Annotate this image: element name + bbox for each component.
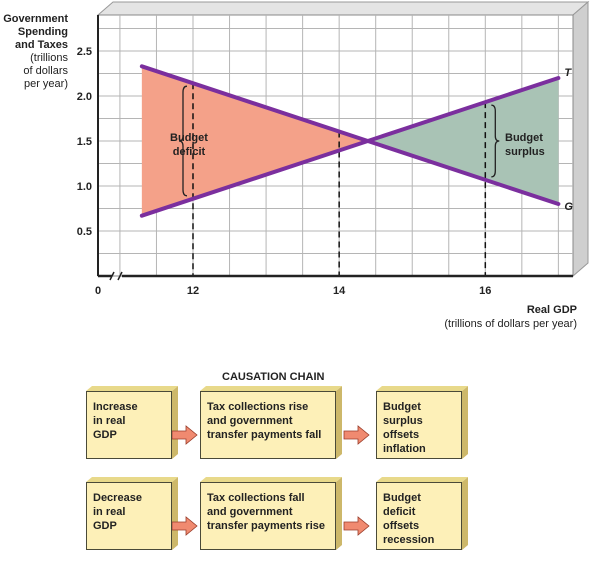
arrow-icon (171, 425, 370, 536)
budget-surplus-label: Budget surplus (505, 131, 545, 159)
box-line: Budget surplus (383, 401, 423, 427)
y-tick-label: 0.5 (77, 226, 92, 238)
y-tick-label: 2.0 (77, 91, 92, 103)
series-line-G (139, 64, 561, 206)
series-labels: TG (564, 67, 573, 213)
deficit-bracket (178, 85, 188, 197)
box-line: and government (207, 506, 293, 518)
chain-box-decrease-gdp: Decrease in real GDP (86, 482, 172, 550)
axes (97, 15, 573, 281)
y-axis-label: Government Spending and Taxes (trillions… (0, 13, 68, 91)
y-axis-label-line: Spending (17, 26, 68, 38)
y-axis-unit-line: per year) (23, 78, 68, 90)
x-tick-label: 12 (187, 285, 199, 297)
chain-box-deficit: Budget deficit offsets recession (376, 482, 462, 550)
chain-box-tax-fall: Tax collections fall and government tran… (200, 482, 336, 550)
series-line-T (139, 76, 561, 218)
series-lines (139, 64, 561, 218)
y-tick-label: 1.5 (77, 136, 92, 148)
surplus-label-line: surplus (505, 146, 545, 158)
budget-deficit-label: Budget deficit (165, 131, 213, 159)
causation-chain-title: CAUSATION CHAIN (222, 371, 325, 383)
y-ticks: 0.5 1.0 1.5 2.0 2.5 (77, 46, 92, 238)
deficit-label-line: Budget (170, 132, 208, 144)
budget-chart: 0.51.01.52.02.5 0 12 14 16 TG (77, 0, 590, 297)
x-axis-title: Real GDP (526, 304, 577, 316)
box-line: transfer payments fall (207, 429, 322, 441)
x-ticks: 0 12 14 16 (95, 285, 491, 297)
box-line: Tax collections rise (207, 401, 309, 413)
box-line: Increase (93, 401, 138, 413)
x-tick-label: 0 (95, 285, 101, 297)
deficit-region (141, 66, 368, 216)
chart-backdrop-side (572, 0, 589, 278)
budget-regions (141, 66, 559, 216)
box-line: GDP (93, 429, 117, 441)
chart-backdrop-top (96, 1, 590, 16)
dashed-guides (192, 83, 487, 276)
chain-box-surplus: Budget surplus offsets inflation (376, 391, 462, 459)
x-tick-label: 14 (333, 285, 346, 297)
series-label-T: T (564, 67, 572, 79)
series-label-G: G (564, 201, 573, 213)
box-line: in real (93, 506, 126, 518)
surplus-region (367, 78, 559, 204)
surplus-label-line: Budget (505, 132, 543, 144)
box-line: Tax collections fall (207, 492, 305, 504)
box-line: recession (383, 534, 435, 546)
causation-chain-depth (86, 386, 468, 550)
chain-box-increase-gdp: Increase in real GDP (86, 391, 172, 459)
x-axis-unit: (trillions of dollars per year) (444, 318, 577, 330)
y-axis-unit-line: (trillions (30, 52, 68, 64)
y-axis-unit-line: of dollars (23, 65, 68, 77)
box-line: GDP (93, 520, 117, 532)
y-tick-label: 1.0 (77, 181, 92, 193)
box-line: inflation (383, 443, 426, 455)
box-line: and government (207, 415, 293, 427)
box-line: Budget deficit (383, 492, 421, 518)
box-line: transfer payments rise (207, 520, 325, 532)
box-line: in real (93, 415, 126, 427)
y-axis-label-line: and Taxes (15, 39, 68, 51)
chain-box-tax-rise: Tax collections rise and government tran… (200, 391, 336, 459)
box-line: offsets (383, 429, 420, 441)
box-line: Decrease (93, 492, 142, 504)
axis-break-icon (109, 271, 123, 281)
box-line: offsets (383, 520, 420, 532)
x-axis-label: Real GDP (trillions of dollars per year) (444, 303, 577, 331)
deficit-label-line: deficit (172, 146, 206, 158)
y-tick-label: 2.5 (77, 46, 92, 58)
y-axis-label-line: Government (3, 13, 68, 25)
x-tick-label: 16 (479, 285, 491, 297)
